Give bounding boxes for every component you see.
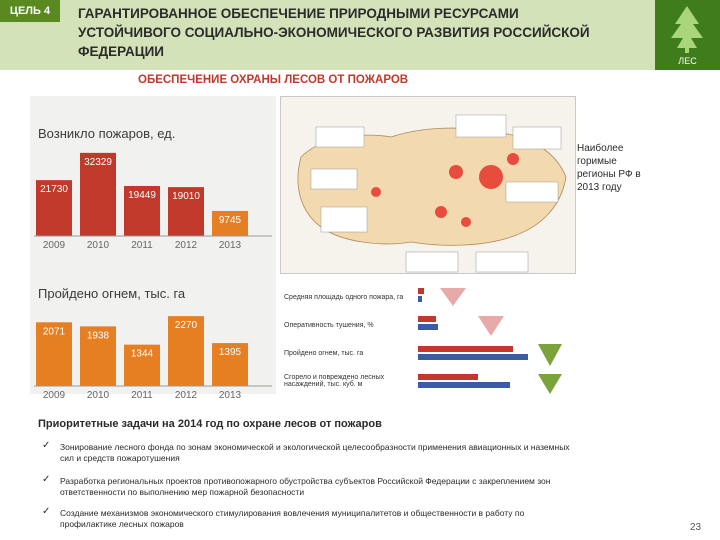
fire-marker-icon	[507, 153, 519, 165]
x-tick-label: 2010	[87, 240, 110, 251]
burned-area-chart: 2071 2009 1938 2010 1344 2011 2270 2012 1395 2013	[34, 316, 272, 401]
priority-item: Разработка региональных проектов противо…	[60, 476, 551, 497]
fire-marker-icon	[479, 165, 503, 189]
compare-row-label: Сгорело и повреждено лесных насаждений, …	[284, 374, 385, 388]
comparison-panel: Средняя площадь одного пожара, га Операт…	[280, 282, 576, 397]
russia-fire-map	[280, 96, 576, 274]
tree-icon	[671, 6, 703, 53]
compare-bar	[418, 316, 436, 322]
x-tick-label: 2013	[219, 240, 242, 251]
fire-marker-icon	[461, 217, 471, 227]
bar-value-label: 9745	[219, 215, 242, 226]
priority-item: Зонирование лесного фонда по зонам эконо…	[60, 442, 570, 463]
checkmark-icon: ✓	[42, 474, 51, 485]
bar-value-label: 1938	[87, 330, 110, 341]
chart-bar	[36, 322, 72, 386]
checkmark-icon: ✓	[42, 506, 51, 517]
comparison-bars	[418, 288, 562, 394]
burned-chart-title: Пройдено огнем, тыс. га	[38, 286, 186, 301]
compare-bar	[418, 382, 510, 388]
side-note: Наиболее горимые регионы РФ в 2013 году	[577, 143, 641, 193]
compare-row-label: Оперативность тушения, %	[284, 322, 374, 329]
bar-value-label: 1395	[219, 347, 242, 358]
chart-bar	[36, 180, 72, 236]
x-tick-label: 2009	[43, 390, 66, 401]
bar-value-label: 19010	[172, 191, 200, 202]
bar-value-label: 2270	[175, 320, 198, 331]
x-tick-label: 2012	[175, 390, 198, 401]
charts-panel: Возникло пожаров, ед. 21730 2009 32329 2010…	[30, 96, 276, 401]
fires-chart-title: Возникло пожаров, ед.	[38, 126, 176, 141]
x-tick-label: 2012	[175, 240, 198, 251]
bar-value-label: 1344	[131, 349, 154, 360]
chart-bar	[124, 344, 160, 386]
change-arrow-icon	[478, 316, 504, 336]
page-number: 23	[690, 522, 702, 533]
priorities-title: Приоритетные задачи на 2014 год по охран…	[38, 418, 382, 430]
map-illustration	[297, 114, 567, 273]
header-bar: ЦЕЛЬ 4 ГАРАНТИРОВАННОЕ ОБЕСПЕЧЕНИЕ ПРИРО…	[0, 0, 720, 70]
fire-marker-icon	[371, 187, 381, 197]
fire-marker-icon	[435, 206, 447, 218]
goal-badge: ЦЕЛЬ 4	[0, 0, 60, 22]
page-title: ГАРАНТИРОВАННОЕ ОБЕСПЕЧЕНИЕ ПРИРОДНЫМИ Р…	[78, 6, 590, 59]
priority-item: Создание механизмов экономического стиму…	[60, 508, 525, 529]
x-tick-label: 2010	[87, 390, 110, 401]
chart-bar	[124, 185, 160, 236]
x-tick-label: 2013	[219, 390, 242, 401]
chart-bar	[212, 343, 248, 386]
checkmark-icon: ✓	[42, 440, 51, 451]
compare-bar	[418, 374, 478, 380]
compare-bar	[418, 324, 438, 330]
chart-bar	[168, 187, 204, 236]
compare-row-label: Пройдено огнем, тыс. га	[284, 350, 364, 357]
chart-bar	[80, 326, 116, 386]
compare-bar	[418, 346, 513, 352]
x-tick-label: 2011	[131, 390, 153, 401]
bar-value-label: 2071	[43, 326, 66, 337]
x-tick-label: 2009	[43, 240, 66, 251]
chart-bar	[168, 316, 204, 386]
change-arrow-icon	[440, 288, 466, 306]
forest-logo: ЛЕС	[655, 0, 720, 70]
compare-bar	[418, 296, 422, 302]
change-arrow-icon	[538, 374, 562, 394]
compare-row-label: Средняя площадь одного пожара, га	[284, 294, 404, 301]
fires-count-chart: 21730 2009 32329 2010 19449 2011 19010 2012 9745…	[34, 152, 272, 251]
compare-bar	[418, 288, 424, 294]
bar-value-label: 21730	[40, 184, 68, 195]
compare-bar	[418, 354, 528, 360]
chart-bar	[212, 210, 248, 236]
bar-value-label: 19449	[128, 190, 156, 201]
fire-marker-icon	[449, 165, 463, 179]
chart-bar	[80, 152, 116, 236]
logo-text: ЛЕС	[678, 56, 697, 66]
change-arrow-icon	[538, 344, 562, 366]
section-subtitle: ОБЕСПЕЧЕНИЕ ОХРАНЫ ЛЕСОВ ОТ ПОЖАРОВ	[138, 74, 409, 86]
bar-value-label: 32329	[84, 157, 112, 168]
x-tick-label: 2011	[131, 240, 153, 251]
